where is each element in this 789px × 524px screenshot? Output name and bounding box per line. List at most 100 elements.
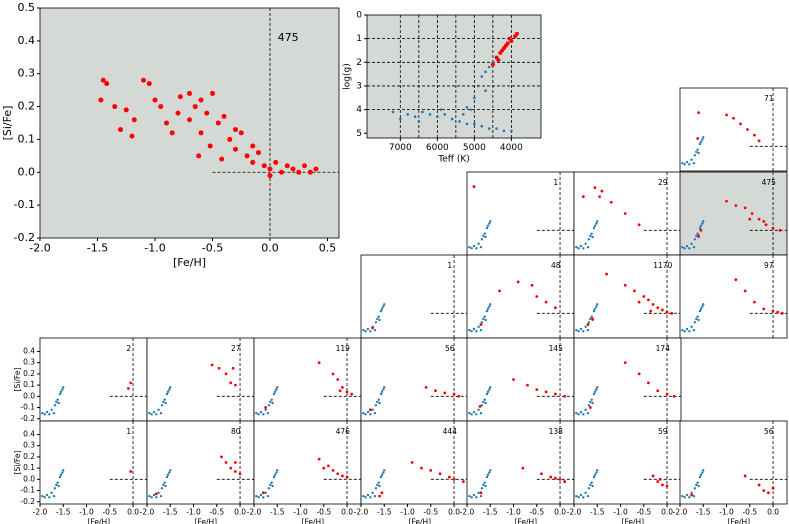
data-point [489, 386, 492, 389]
data-point [461, 480, 465, 483]
data-point [743, 206, 747, 210]
data-point [553, 392, 557, 396]
data-point [382, 471, 385, 474]
data-point [45, 493, 49, 497]
data-point [588, 406, 592, 409]
data-point [104, 81, 110, 87]
data-point [61, 471, 64, 474]
data-point [771, 486, 775, 490]
data-point [656, 389, 660, 393]
plot-area [360, 420, 469, 505]
data-point [683, 247, 686, 250]
x-tick-label: 0.0 [261, 242, 279, 255]
data-point [490, 62, 495, 67]
data-point [575, 328, 578, 332]
data-point [697, 318, 700, 322]
data-point [692, 161, 696, 165]
data-point [593, 307, 597, 311]
data-point [592, 309, 596, 313]
data-point [129, 133, 135, 139]
data-point [399, 117, 402, 121]
data-point [651, 474, 655, 478]
data-point [479, 328, 483, 332]
data-point [701, 222, 704, 225]
data-point [695, 150, 698, 154]
y-tick-label: 0.1 [23, 463, 35, 472]
data-point [374, 487, 378, 490]
data-point [697, 484, 700, 488]
x-axis-label: [Fe/H] [195, 517, 218, 524]
data-point [698, 226, 702, 230]
data-point [165, 475, 169, 479]
data-point [470, 496, 473, 499]
data-point [255, 494, 258, 498]
data-point [257, 496, 260, 499]
x-axis-label: [Fe/H] [173, 256, 206, 269]
y-tick-label: 0 [356, 11, 362, 21]
data-point [595, 388, 598, 391]
data-point [489, 303, 492, 306]
data-point [701, 138, 704, 141]
data-point [623, 361, 627, 365]
data-point [377, 315, 380, 318]
data-point [484, 401, 487, 405]
plot-area [360, 337, 469, 422]
data-point [590, 232, 593, 235]
data-point [473, 122, 476, 126]
x-tick-label: 6000 [426, 143, 449, 153]
y-tick-label: -0.1 [20, 403, 35, 412]
data-point [590, 481, 593, 484]
data-point [591, 401, 594, 405]
data-point [695, 317, 698, 321]
data-point [699, 228, 703, 232]
data-point [129, 470, 133, 473]
data-point [699, 140, 703, 144]
data-point [637, 300, 641, 304]
data-point [472, 410, 476, 414]
y-axis-label: [Si/Fe] [1, 106, 14, 141]
data-point [587, 321, 591, 324]
data-point [259, 493, 263, 497]
data-point [681, 328, 684, 332]
data-point [757, 217, 761, 221]
data-point [732, 116, 735, 120]
data-point [374, 404, 378, 407]
data-point [472, 493, 476, 497]
data-point [483, 481, 486, 484]
data-point [697, 151, 700, 155]
data-point [371, 491, 374, 494]
data-point [734, 278, 738, 282]
data-point [264, 491, 267, 494]
data-point [187, 90, 192, 96]
data-point [480, 124, 484, 128]
plot-area [679, 254, 788, 339]
data-point [577, 330, 580, 333]
data-point [383, 386, 386, 389]
x-tick-label: -1.0 [79, 508, 94, 517]
data-point [699, 307, 703, 311]
data-point [159, 494, 163, 498]
data-point [584, 325, 587, 328]
data-point [479, 411, 483, 415]
y-tick-label: 1 [356, 34, 362, 44]
data-point [468, 245, 471, 249]
data-point [535, 295, 539, 298]
data-point [486, 473, 490, 477]
data-point [55, 483, 58, 487]
data-point [595, 222, 598, 225]
data-point [592, 475, 596, 479]
data-point [780, 311, 784, 315]
data-point [702, 220, 705, 223]
data-point [270, 398, 273, 401]
x-tick-label: -2.0 [354, 508, 369, 517]
data-point [275, 388, 278, 391]
data-point [762, 307, 766, 311]
data-point [699, 224, 703, 228]
x-tick-label: -2.0 [247, 508, 262, 517]
data-point [584, 242, 587, 245]
data-point [204, 110, 210, 116]
data-point [468, 411, 471, 415]
data-point [488, 222, 491, 225]
data-point [276, 469, 279, 472]
data-point [473, 96, 476, 100]
